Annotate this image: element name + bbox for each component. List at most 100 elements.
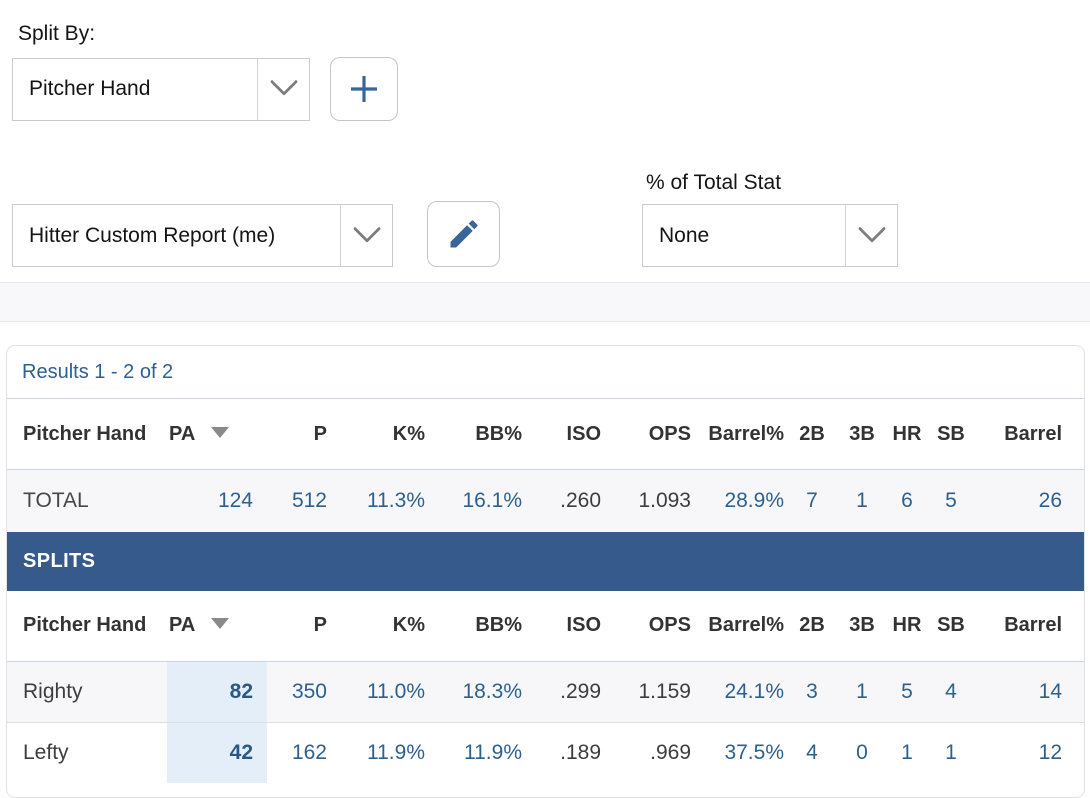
stat-cell-p: 512 <box>291 488 327 512</box>
column-header-bb-pct[interactable]: BB% <box>425 590 522 662</box>
results-card: Results 1 - 2 of 2 Pitcher Hand PA P K% … <box>6 345 1085 798</box>
stat-cell-sb: 5 <box>945 488 957 512</box>
column-header-k-pct[interactable]: K% <box>327 398 425 470</box>
column-header-ops[interactable]: OPS <box>601 590 691 662</box>
split-by-select[interactable]: Pitcher Hand <box>12 57 310 121</box>
stat-cell-bb-pct: 11.9% <box>464 740 522 764</box>
column-header-pa[interactable]: PA <box>167 398 267 470</box>
chevron-down-icon <box>845 205 897 266</box>
add-split-button[interactable] <box>330 57 398 121</box>
stat-cell-iso: .260 <box>560 488 601 512</box>
column-header-barrel[interactable]: Barrel <box>972 398 1084 470</box>
column-header-barrel-pct[interactable]: Barrel% <box>691 590 784 662</box>
column-header-2b[interactable]: 2B <box>784 398 840 470</box>
stat-cell-pa: 82 <box>167 661 267 723</box>
total-label: TOTAL <box>23 488 89 512</box>
column-header-sb[interactable]: SB <box>930 398 972 470</box>
stat-cell-ops: 1.093 <box>638 488 691 512</box>
split-row-righty: Righty 82 350 11.0% 18.3% .299 1.159 24.… <box>7 661 1084 723</box>
stat-cell-hr: 6 <box>901 488 913 512</box>
header-row: Pitcher Hand PA P K% BB% ISO OPS Barrel%… <box>7 398 1084 470</box>
column-header-ops[interactable]: OPS <box>601 398 691 470</box>
stats-table: Pitcher Hand PA P K% BB% ISO OPS Barrel%… <box>7 398 1084 783</box>
report-select[interactable]: Hitter Custom Report (me) <box>12 204 393 267</box>
split-by-select-value: Pitcher Hand <box>29 77 151 100</box>
stat-cell-barrel-pct: 37.5% <box>724 740 784 764</box>
report-row: Hitter Custom Report (me) % of Total Sta… <box>12 171 1090 267</box>
edit-report-button[interactable] <box>427 201 500 267</box>
splits-section-label: SPLITS <box>7 531 1084 591</box>
stat-cell-iso: .189 <box>560 740 601 764</box>
table-header-splits: Pitcher Hand PA P K% BB% ISO OPS Barrel%… <box>7 590 1084 662</box>
controls-panel: Split By: Pitcher Hand Hitter Custom Rep… <box>0 0 1090 267</box>
column-header-barrel[interactable]: Barrel <box>972 590 1084 662</box>
divider-band <box>0 282 1090 322</box>
pct-of-total-select[interactable]: None <box>642 204 898 267</box>
total-row: TOTAL 124 512 11.3% 16.1% .260 1.093 28.… <box>7 469 1084 532</box>
stat-cell-2b: 3 <box>784 661 840 723</box>
stat-cell-3b: 1 <box>856 488 868 512</box>
stat-cell-hr: 5 <box>884 661 930 723</box>
stat-cell-ops: 1.159 <box>601 661 691 723</box>
column-header-bb-pct[interactable]: BB% <box>425 398 522 470</box>
report-select-value: Hitter Custom Report (me) <box>29 223 276 247</box>
stat-cell-2b: 4 <box>806 740 818 764</box>
stat-cell-3b: 0 <box>856 740 868 764</box>
stat-cell-barrel: 14 <box>972 661 1084 723</box>
column-header-hr[interactable]: HR <box>884 590 930 662</box>
column-header-iso[interactable]: ISO <box>522 398 601 470</box>
column-header-hr[interactable]: HR <box>884 398 930 470</box>
split-label: Righty <box>7 661 167 723</box>
stat-cell-hr: 1 <box>901 740 913 764</box>
stat-cell-sb: 4 <box>930 661 972 723</box>
column-header-k-pct[interactable]: K% <box>327 590 425 662</box>
plus-icon <box>351 76 377 102</box>
pct-of-total-group: % of Total Stat None <box>642 171 898 267</box>
stat-cell-pa: 42 <box>167 722 267 783</box>
split-row-lefty: Lefty 42 162 11.9% 11.9% .189 .969 37.5%… <box>7 722 1084 783</box>
stat-cell-k-pct: 11.0% <box>327 661 425 723</box>
column-header-pitcher-hand[interactable]: Pitcher Hand <box>7 398 167 470</box>
split-label: Lefty <box>23 740 69 764</box>
stat-cell-bb-pct: 18.3% <box>425 661 522 723</box>
chevron-down-icon <box>257 58 309 120</box>
split-by-label: Split By: <box>18 22 96 45</box>
pct-of-total-label: % of Total Stat <box>646 171 782 194</box>
stat-cell-barrel: 26 <box>1038 488 1062 512</box>
stat-cell-iso: .299 <box>522 661 601 723</box>
card-bottom-spacer <box>7 783 1084 797</box>
column-header-p[interactable]: P <box>267 398 327 470</box>
stat-cell-ops: .969 <box>650 740 691 764</box>
column-header-3b[interactable]: 3B <box>840 590 884 662</box>
split-by-row: Pitcher Hand <box>12 57 1090 121</box>
stat-cell-barrel-pct: 24.1% <box>691 661 784 723</box>
splits-section-header: SPLITS <box>7 531 1084 591</box>
column-header-sb[interactable]: SB <box>930 590 972 662</box>
column-header-3b[interactable]: 3B <box>840 398 884 470</box>
stat-cell-2b: 7 <box>806 488 818 512</box>
results-summary: Results 1 - 2 of 2 <box>22 361 174 383</box>
column-header-2b[interactable]: 2B <box>784 590 840 662</box>
stat-cell-p: 162 <box>291 740 327 764</box>
stat-cell-bb-pct: 16.1% <box>462 488 522 512</box>
column-header-barrel-pct[interactable]: Barrel% <box>691 398 784 470</box>
column-header-iso[interactable]: ISO <box>522 590 601 662</box>
stat-cell-pa: 124 <box>217 488 253 512</box>
pct-of-total-select-value: None <box>659 223 710 247</box>
column-header-pa[interactable]: PA <box>167 590 267 662</box>
stat-cell-barrel-pct: 28.9% <box>724 488 784 512</box>
sort-desc-icon <box>211 426 230 438</box>
stat-cell-barrel: 12 <box>1038 740 1062 764</box>
stat-cell-k-pct: 11.9% <box>367 740 425 764</box>
stat-cell-sb: 1 <box>945 740 957 764</box>
pencil-icon <box>450 220 478 248</box>
stat-cell-k-pct: 11.3% <box>367 488 425 512</box>
header-row: Pitcher Hand PA P K% BB% ISO OPS Barrel%… <box>7 590 1084 662</box>
sort-desc-icon <box>211 618 230 629</box>
stat-cell-3b: 1 <box>840 661 884 723</box>
column-header-p[interactable]: P <box>267 590 327 662</box>
column-header-pitcher-hand[interactable]: Pitcher Hand <box>7 590 167 662</box>
table-header-total: Pitcher Hand PA P K% BB% ISO OPS Barrel%… <box>7 398 1084 470</box>
chevron-down-icon <box>340 205 392 266</box>
stat-cell-p: 350 <box>267 661 327 723</box>
